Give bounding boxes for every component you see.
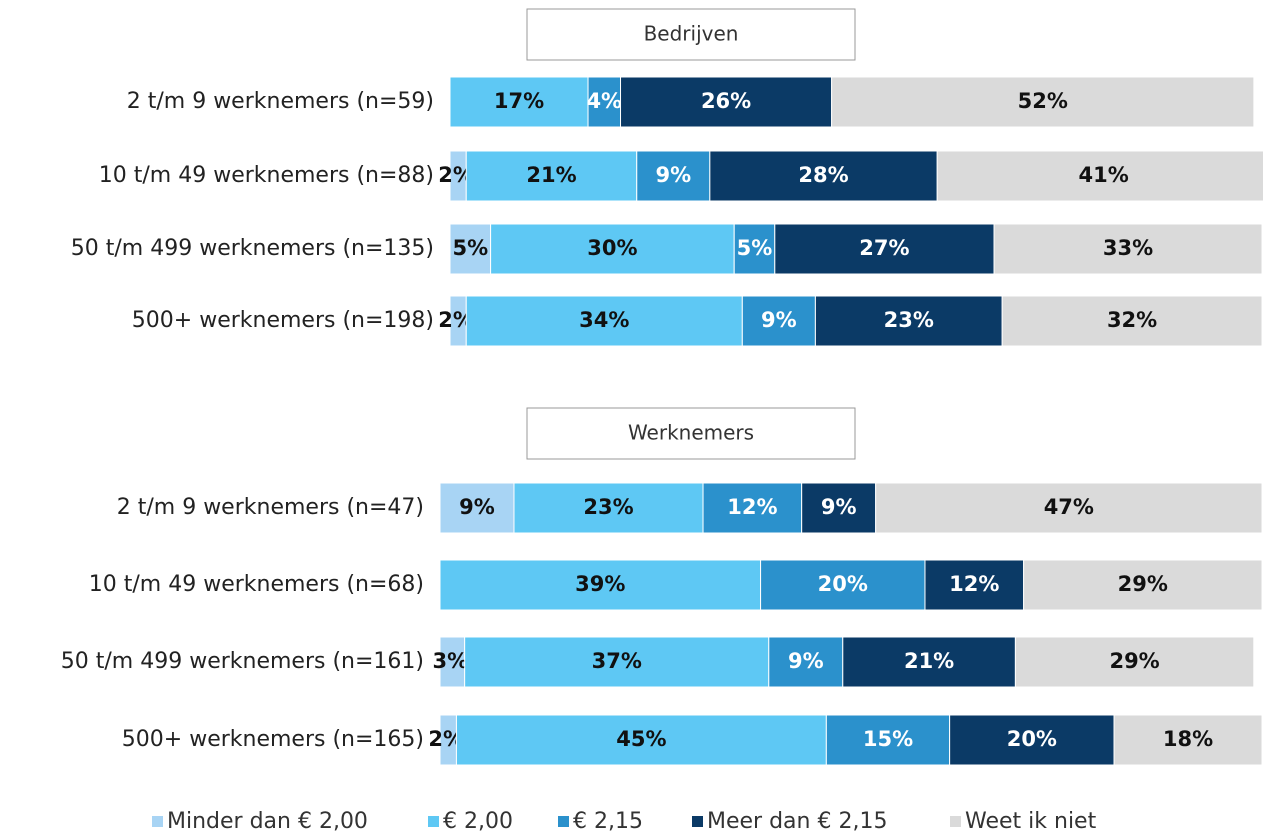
legend-label: Minder dan € 2,00 — [167, 809, 368, 834]
value-label: 17% — [494, 89, 544, 113]
value-label: 47% — [1044, 495, 1094, 519]
bar-segment — [620, 76, 833, 128]
value-label: 4% — [586, 89, 622, 113]
value-label: 18% — [1163, 727, 1213, 751]
legend-label: € 2,15 — [573, 809, 643, 834]
chart-title: Werknemers — [628, 421, 754, 445]
bar-segment — [490, 223, 735, 275]
legend-swatch — [152, 816, 163, 827]
value-label: 45% — [616, 727, 666, 751]
bar-segment — [936, 150, 1263, 202]
value-label: 29% — [1109, 649, 1159, 673]
value-label: 34% — [579, 308, 629, 332]
bar-segment — [733, 223, 776, 275]
value-label: 41% — [1079, 163, 1129, 187]
legend-label: Weet ik niet — [965, 809, 1097, 834]
value-label: 32% — [1107, 308, 1157, 332]
value-label: 9% — [821, 495, 857, 519]
bar-segment — [709, 150, 938, 202]
bar-segment — [449, 223, 492, 275]
value-label: 9% — [655, 163, 691, 187]
category-label: 50 t/m 499 werknemers (n=161) — [61, 649, 424, 674]
value-label: 9% — [788, 649, 824, 673]
value-label: 26% — [701, 89, 751, 113]
bar-segment — [587, 76, 622, 128]
category-label: 500+ werknemers (n=165) — [122, 727, 424, 752]
value-label: 12% — [949, 572, 999, 596]
bar-segment — [1113, 714, 1263, 766]
value-label: 37% — [592, 649, 642, 673]
value-label: 21% — [904, 649, 954, 673]
legend-swatch — [950, 816, 961, 827]
category-label: 500+ werknemers (n=198) — [132, 308, 434, 333]
value-label: 30% — [587, 236, 637, 260]
bar-segment — [1001, 295, 1263, 347]
value-label: 27% — [859, 236, 909, 260]
category-label: 2 t/m 9 werknemers (n=47) — [117, 495, 424, 520]
bar-segment — [702, 482, 803, 534]
value-label: 20% — [818, 572, 868, 596]
value-label: 39% — [575, 572, 625, 596]
bar-segment — [1023, 559, 1263, 611]
bar-segment — [949, 714, 1115, 766]
title-box — [526, 407, 856, 460]
bar-segment — [924, 559, 1025, 611]
bar-segment — [465, 295, 743, 347]
value-label: 52% — [1018, 89, 1068, 113]
bar-segment — [513, 482, 704, 534]
value-label: 9% — [761, 308, 797, 332]
value-label: 5% — [452, 236, 488, 260]
bar-segment — [774, 223, 995, 275]
bar-segment — [768, 636, 844, 688]
bar-segment — [875, 482, 1263, 534]
category-label: 2 t/m 9 werknemers (n=59) — [127, 89, 434, 114]
value-label: 23% — [583, 495, 633, 519]
legend-swatch — [558, 816, 569, 827]
value-label: 20% — [1007, 727, 1057, 751]
value-label: 23% — [884, 308, 934, 332]
value-label: 21% — [526, 163, 576, 187]
value-label: 5% — [737, 236, 773, 260]
value-label: 28% — [798, 163, 848, 187]
bar-segment — [814, 295, 1003, 347]
bar-segment — [831, 76, 1255, 128]
bar-segment — [636, 150, 711, 202]
value-label: 29% — [1118, 572, 1168, 596]
legend-label: € 2,00 — [443, 809, 513, 834]
category-label: 50 t/m 499 werknemers (n=135) — [71, 236, 434, 261]
bar-segment — [801, 482, 877, 534]
bar-segment — [993, 223, 1263, 275]
bar-segment — [741, 295, 816, 347]
value-label: 9% — [459, 495, 495, 519]
value-label: 12% — [727, 495, 777, 519]
title-box — [526, 8, 856, 61]
legend-swatch — [692, 816, 703, 827]
legend-label: Meer dan € 2,15 — [707, 809, 887, 834]
bar-segment — [439, 482, 515, 534]
bar-segment — [455, 714, 827, 766]
bar-segment — [825, 714, 951, 766]
value-label: 33% — [1103, 236, 1153, 260]
category-label: 10 t/m 49 werknemers (n=68) — [89, 572, 424, 597]
bar-segment — [1014, 636, 1255, 688]
legend-swatch — [428, 816, 439, 827]
bar-segment — [465, 150, 638, 202]
value-label: 15% — [863, 727, 913, 751]
value-label: 3% — [433, 649, 469, 673]
bar-segment — [449, 76, 589, 128]
bar-segment — [439, 636, 466, 688]
chart-title: Bedrijven — [644, 22, 739, 46]
category-label: 10 t/m 49 werknemers (n=88) — [99, 163, 434, 188]
